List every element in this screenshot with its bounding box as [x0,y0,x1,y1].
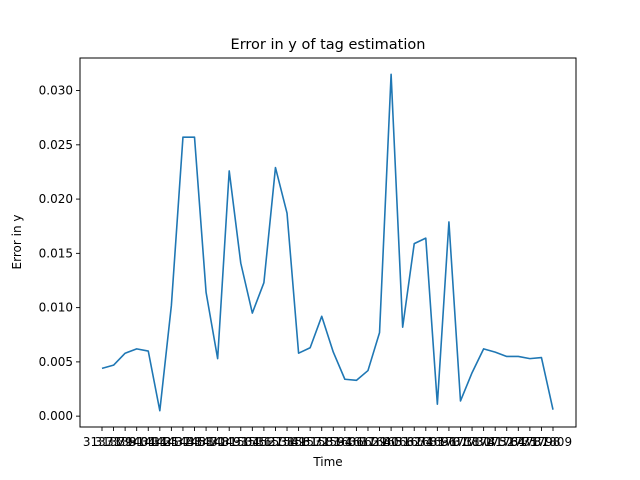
x-tick-label: 31404 [118,435,156,449]
x-tick-label: 31629 [349,435,387,449]
x-tick-label: 31730 [453,435,491,449]
x-tick-label: 31674 [395,435,433,449]
x-tick-label: 31516 [233,435,271,449]
x-tick-label: 31425 [141,435,179,449]
x-tick-label: 31538 [256,435,294,449]
series-line [101,73,554,412]
x-tick-label: 31707 [430,435,468,449]
y-tick-label: 0.000 [39,409,73,423]
x-tick-label: 31583 [303,435,341,449]
y-tick-label: 0.005 [39,355,73,369]
chart-title: Error in y of tag estimation [231,37,426,53]
x-tick-label: 31651 [372,435,410,449]
x-tick-label: 31718 [441,435,479,449]
x-tick-label: 31640 [360,435,398,449]
x-tick-label: 31775 [499,435,537,449]
y-axis: 0.000 0.005 0.010 0.015 0.020 0.025 0.030 [39,84,80,423]
x-tick-label: 31549 [268,435,306,449]
y-tick-label: 0.015 [39,246,73,260]
x-tick-label: 31752 [476,435,514,449]
x-axis-label: Time [312,455,342,469]
x-tick-label: 31470 [187,435,225,449]
x-tick-label: 31809 [534,435,572,449]
x-tick-label: 31379 [94,435,132,449]
x-tick-label: 31685 [407,435,445,449]
x-tick-label: 31373 [83,435,121,449]
x-tick-label: 31437 [152,435,190,449]
x-tick-label: 31764 [488,435,526,449]
x-tick-label: 31561 [279,435,317,449]
x-tick-label: 31448 [164,435,202,449]
y-tick-label: 0.010 [39,301,73,315]
x-tick-label: 31787 [511,435,549,449]
x-tick-label: 31414 [129,435,167,449]
x-tick-label: 31504 [222,435,260,449]
y-tick-label: 0.030 [39,84,73,98]
x-tick-label: 31594 [314,435,352,449]
x-tick-label: 31696 [418,435,456,449]
x-tick-label: 31798 [522,435,560,449]
x-tick-label: 31606 [326,435,364,449]
x-tick-label: 31481 [199,435,237,449]
x-tick-label: 31617 [337,435,375,449]
x-tick-label: 31527 [245,435,283,449]
x-tick-label: 31493 [210,435,248,449]
x-tick-label: 31741 [465,435,503,449]
x-tick-label: 31662 [384,435,422,449]
x-tick-label: 31572 [291,435,329,449]
y-tick-label: 0.025 [39,138,73,152]
x-axis: 3137331379313913140431414314253143731448… [83,427,572,449]
x-tick-label: 31458 [175,435,213,449]
y-tick-label: 0.020 [39,192,73,206]
x-tick-label: 31391 [106,435,144,449]
plot-area [79,57,577,428]
y-axis-label: Error in y [10,215,24,270]
